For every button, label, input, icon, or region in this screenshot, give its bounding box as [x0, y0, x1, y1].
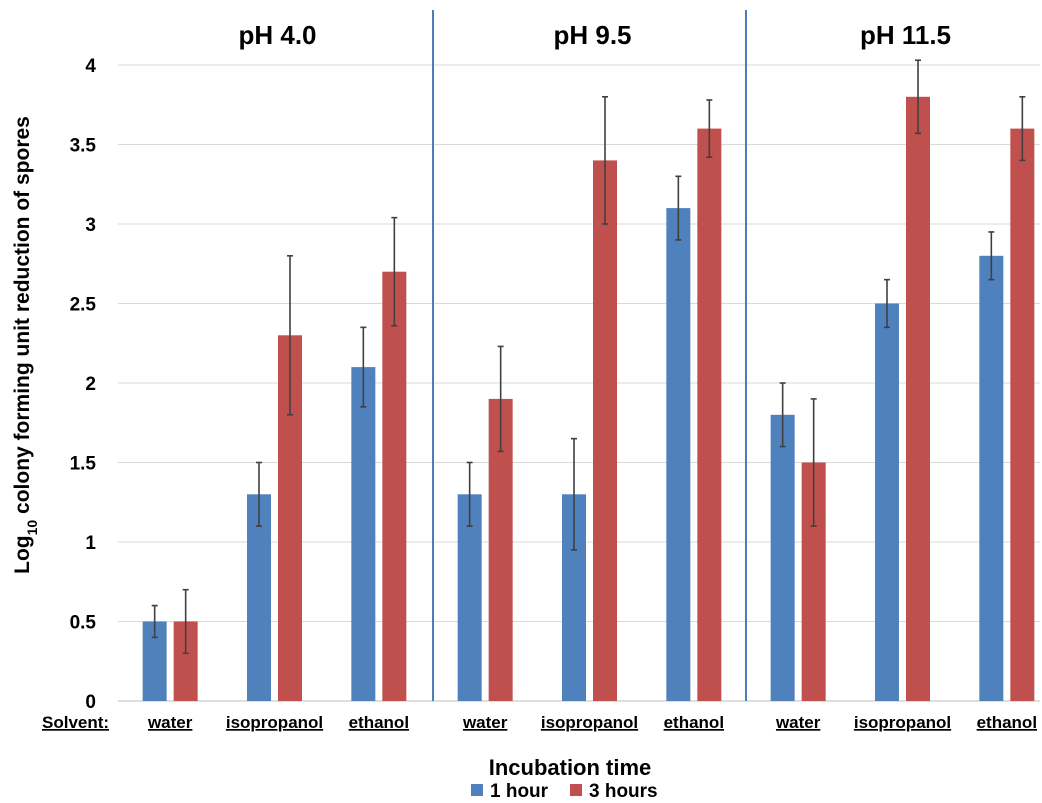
x-category-label: ethanol	[977, 713, 1037, 732]
group-title: pH 9.5	[553, 20, 631, 50]
bars	[142, 96, 1035, 702]
legend-label-1-hour: 1 hour	[490, 781, 549, 802]
group-titles: pH 4.0 pH 9.5 pH 11.5	[238, 20, 951, 50]
bar-1-hour-isopropanol	[875, 303, 899, 701]
y-tick-label: 2	[85, 374, 96, 395]
solvent-label: Solvent:	[42, 713, 109, 732]
gridlines	[118, 64, 1040, 702]
legend-swatch-1-hour	[471, 784, 483, 796]
y-axis-title: Log10 colony forming unit reduction of s…	[11, 116, 40, 574]
group-dividers	[432, 10, 747, 701]
x-category-label: water	[775, 713, 821, 732]
y-tick-label: 1	[85, 533, 96, 554]
bar-1-hour-ethanol	[979, 255, 1004, 702]
y-tick-label: 3	[85, 215, 96, 236]
bar-3-hours-water	[488, 398, 513, 701]
bar-1-hour-ethanol	[666, 208, 691, 701]
x-category-label: water	[462, 713, 508, 732]
y-tick-label: 2.5	[70, 295, 97, 316]
x-axis-title: Incubation time	[489, 755, 652, 780]
bar-3-hours-ethanol	[1010, 128, 1035, 702]
bar-3-hours-isopropanol	[593, 160, 617, 701]
x-category-label: ethanol	[664, 713, 724, 732]
y-tick-label: 1.5	[70, 454, 97, 475]
y-axis-ticks: 0 0.5 1 1.5 2 2.5 3 3.5 4	[70, 56, 97, 713]
group-title: pH 4.0	[238, 20, 316, 50]
x-category-label: isopropanol	[854, 713, 951, 732]
x-category-labels: water isopropanol ethanol water isopropanol e…	[147, 713, 1037, 732]
y-tick-label: 3.5	[70, 136, 97, 157]
bar-1-hour-isopropanol	[247, 494, 271, 701]
bar-1-hour-ethanol	[351, 367, 376, 701]
bar-3-hours-isopropanol	[906, 96, 930, 702]
y-tick-label: 0.5	[70, 613, 97, 634]
group-title: pH 11.5	[860, 20, 951, 50]
x-category-label: isopropanol	[226, 713, 323, 732]
error-bars	[151, 59, 1026, 655]
legend: 1 hour 3 hours	[471, 781, 658, 802]
legend-swatch-3-hours	[570, 784, 582, 796]
bar-3-hours-ethanol	[382, 271, 407, 701]
y-tick-label: 4	[85, 56, 96, 77]
x-category-label: isopropanol	[541, 713, 638, 732]
bar-1-hour-water	[457, 494, 482, 701]
y-tick-label: 0	[85, 692, 96, 713]
legend-label-3-hours: 3 hours	[589, 781, 658, 802]
bar-3-hours-ethanol	[697, 128, 722, 702]
x-category-label: ethanol	[349, 713, 409, 732]
bar-1-hour-water	[770, 414, 795, 701]
x-category-label: water	[147, 713, 193, 732]
